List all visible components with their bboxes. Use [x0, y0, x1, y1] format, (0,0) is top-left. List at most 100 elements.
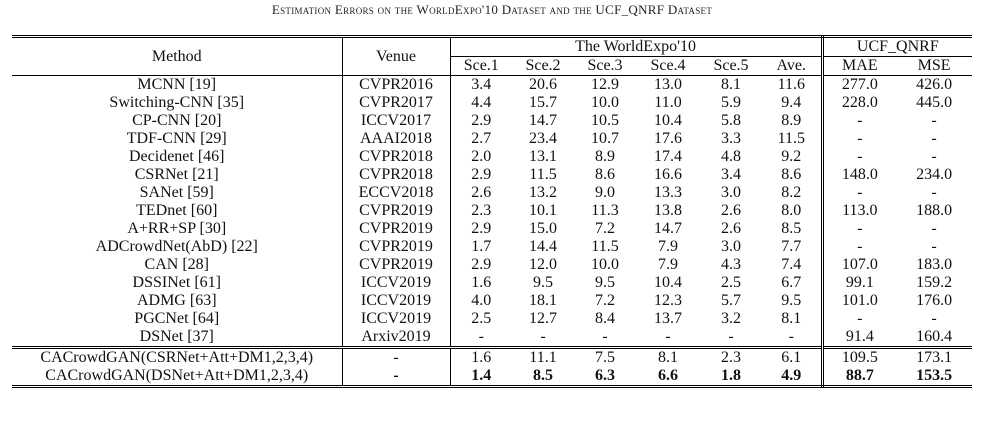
header-col: MAE — [822, 56, 897, 76]
cell-value: - — [478, 328, 484, 345]
cell-value: 2.5 — [471, 310, 492, 327]
cell-value: 13.0 — [654, 76, 682, 93]
cell-value: 2.6 — [721, 202, 741, 219]
cell-value: - — [931, 184, 937, 201]
cell-value: 13.7 — [654, 310, 682, 327]
cell-value: 8.1 — [721, 76, 741, 93]
cell-value: 8.0 — [762, 202, 824, 220]
cell-venue: ECCV2018 — [342, 184, 451, 202]
header-col: Sce.5 — [700, 56, 762, 76]
cell-value: - — [931, 238, 937, 255]
cell-value: 14.7 — [529, 112, 557, 129]
cell-venue: CVPR2018 — [342, 166, 451, 184]
cell-value: - — [931, 220, 937, 237]
cell-value: 4.4 — [471, 94, 492, 111]
cell-value: 5.8 — [721, 112, 741, 129]
cell-value: 14.7 — [654, 220, 682, 237]
cell-method: A+RR+SP [30] — [12, 220, 343, 238]
cell-value: 8.4 — [595, 310, 615, 327]
cell-venue: ICCV2019 — [342, 310, 451, 328]
cell-value: 3.0 — [721, 238, 741, 255]
cell-value: 7.2 — [595, 220, 615, 237]
cell-value: 11.5 — [591, 238, 619, 255]
cell-value: 12.9 — [591, 76, 619, 93]
cell-venue: CVPR2019 — [342, 238, 451, 256]
cell-value: - — [762, 328, 824, 348]
cell-value: 10.0 — [591, 256, 619, 273]
cell-value: 10.1 — [529, 202, 557, 219]
cell-venue: ICCV2019 — [342, 274, 451, 292]
table-row: PGCNet [64] ICCV2019 2.5 12.7 8.4 13.7 3.2 8.1 -… — [12, 310, 972, 328]
cell-venue: CVPR2019 — [342, 202, 451, 220]
cell-value: 7.4 — [762, 256, 824, 274]
cell-value: 4.3 — [721, 256, 741, 273]
table-row: A+RR+SP [30] CVPR2019 2.9 15.0 7.2 14.7 2.6 8.5… — [12, 220, 972, 238]
cell-method: CAN [28] — [12, 256, 343, 274]
table-row: Decidenet [46] CVPR2018 2.0 13.1 8.9 17.4 4.8 9… — [12, 148, 972, 166]
cell-value: 3.4 — [471, 76, 492, 93]
cell-value: - — [857, 310, 863, 327]
table-caption: Estimation Errors on the WorldExpo'10 Da… — [271, 2, 713, 17]
cell-value: - — [857, 184, 863, 201]
cell-value: 176.0 — [916, 292, 953, 309]
cell-value: 148.0 — [841, 166, 878, 183]
cell-value: 109.5 — [822, 346, 897, 367]
cell-value: 14.4 — [529, 238, 557, 255]
header-venue: Venue — [342, 35, 451, 76]
cell-value: 160.4 — [916, 328, 953, 345]
cell-method: CACrowdGAN(CSRNet+Att+DM1,2,3,4) — [12, 346, 343, 367]
cell-value: 8.9 — [762, 112, 824, 130]
cell-value: 12.7 — [529, 310, 557, 327]
cell-value: 2.0 — [471, 148, 492, 165]
cell-value: 153.5 — [896, 367, 973, 388]
cell-value: 183.0 — [916, 256, 953, 273]
table-row: TDF-CNN [29] AAAI2018 2.7 23.4 10.7 17.6 3.3 11… — [12, 130, 972, 148]
cell-value: 12.3 — [654, 292, 682, 309]
cell-method: Switching-CNN [35] — [12, 94, 343, 112]
cell-value: 228.0 — [841, 94, 878, 111]
cell-value: 15.0 — [529, 220, 557, 237]
header-method: Method — [12, 35, 343, 76]
cell-value: 10.0 — [591, 94, 619, 111]
cell-value: 3.3 — [721, 130, 741, 147]
cell-venue: CVPR2019 — [342, 256, 451, 274]
cell-value: 10.4 — [654, 274, 682, 291]
cell-value: - — [931, 148, 937, 165]
cell-value: 7.5 — [574, 346, 636, 367]
cell-value: - — [857, 130, 863, 147]
table-row: CACrowdGAN(DSNet+Att+DM1,2,3,4) -1.4 8.5 6.… — [12, 367, 973, 388]
cell-method: TEDnet [60] — [12, 202, 343, 220]
cell-value: 4.8 — [721, 148, 741, 165]
cell-value: 2.7 — [471, 130, 492, 147]
cell-value: 445.0 — [916, 94, 953, 111]
cell-method: CACrowdGAN(DSNet+Att+DM1,2,3,4) — [12, 367, 343, 388]
cell-value: 3.2 — [721, 310, 741, 327]
cell-value: 1.8 — [700, 367, 762, 388]
cell-value: - — [857, 112, 863, 129]
cell-value: - — [857, 220, 863, 237]
cell-value: - — [728, 328, 734, 345]
cell-value: 2.5 — [721, 274, 741, 291]
cell-value: 9.2 — [762, 148, 824, 166]
cell-venue: CVPR2017 — [342, 94, 451, 112]
table-row: MCNN [19] CVPR2016 3.4 20.6 12.9 13.0 8.1 11.6 2… — [12, 75, 972, 94]
cell-method: ADMG [63] — [12, 292, 343, 310]
table-row: CSRNet [21] CVPR2018 2.9 11.5 8.6 16.6 3.4 8.6 1… — [12, 166, 972, 184]
header-ucf-qnrf: UCF_QNRF — [822, 35, 973, 57]
cell-method: SANet [59] — [12, 184, 343, 202]
cell-value: 2.9 — [471, 256, 492, 273]
cell-value: 15.7 — [529, 94, 557, 111]
cell-method: DSNet [37] — [12, 328, 343, 348]
cell-value: 1.7 — [471, 238, 492, 255]
cell-value: - — [857, 238, 863, 255]
cell-value: 17.4 — [654, 148, 682, 165]
cell-value: 4.0 — [471, 292, 492, 309]
table-row: DSNet [37] Arxiv2019 - - - - - - 91.4 160.4 — [12, 328, 972, 348]
cell-value: - — [540, 328, 546, 345]
cell-value: 101.0 — [841, 292, 878, 309]
cell-value: 426.0 — [916, 76, 953, 93]
cell-value: 6.3 — [574, 367, 636, 388]
table-row: ADMG [63] ICCV2019 4.0 18.1 7.2 12.3 5.7 9.5 101… — [12, 292, 972, 310]
cell-value: 91.4 — [845, 328, 874, 345]
header-col: Ave. — [762, 56, 824, 76]
